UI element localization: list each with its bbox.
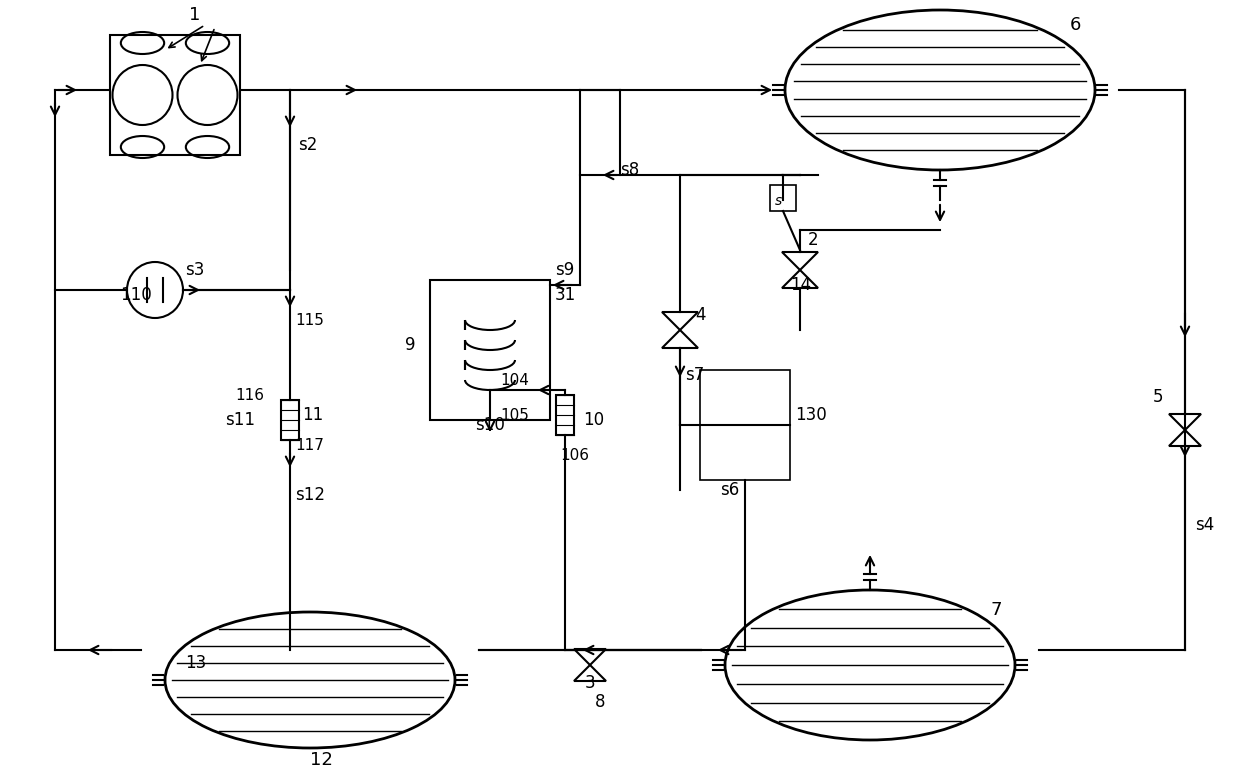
Text: s4: s4 [1195, 516, 1214, 534]
Bar [701, 370, 790, 480]
Text: 1: 1 [190, 6, 201, 24]
Text: s7: s7 [684, 366, 704, 384]
Bar [430, 280, 551, 420]
Text: 8: 8 [595, 693, 605, 711]
Text: s12: s12 [295, 486, 325, 504]
Bar [770, 185, 796, 211]
Text: 3: 3 [585, 674, 595, 692]
Text: s6: s6 [720, 481, 739, 499]
Text: 4: 4 [694, 306, 706, 324]
Text: 14: 14 [790, 276, 811, 294]
Text: 106: 106 [560, 448, 589, 463]
Text: s8: s8 [620, 161, 640, 179]
Text: 115: 115 [295, 313, 324, 328]
Text: s2: s2 [298, 136, 317, 154]
Text: s3: s3 [185, 261, 205, 279]
Text: 116: 116 [236, 388, 264, 403]
Text: 110: 110 [120, 286, 151, 304]
Text: 6: 6 [1070, 16, 1081, 34]
Bar [110, 35, 241, 155]
Text: 9: 9 [405, 336, 415, 354]
Text: 105: 105 [500, 408, 529, 423]
Text: 7: 7 [990, 601, 1002, 619]
Text: 2: 2 [808, 231, 818, 249]
Text: s10: s10 [475, 416, 505, 434]
Text: 12: 12 [310, 751, 332, 769]
Text: 31: 31 [556, 286, 577, 304]
Text: 117: 117 [295, 438, 324, 453]
Bar [281, 400, 299, 440]
Text: s: s [775, 194, 782, 208]
Text: 10: 10 [583, 411, 604, 429]
Text: 130: 130 [795, 406, 827, 424]
Text: 5: 5 [1153, 388, 1163, 406]
Text: 11: 11 [303, 406, 324, 424]
Bar [556, 395, 574, 435]
Text: s9: s9 [556, 261, 574, 279]
Text: 13: 13 [185, 654, 206, 672]
Text: 104: 104 [500, 373, 529, 388]
Text: s11: s11 [224, 411, 255, 429]
